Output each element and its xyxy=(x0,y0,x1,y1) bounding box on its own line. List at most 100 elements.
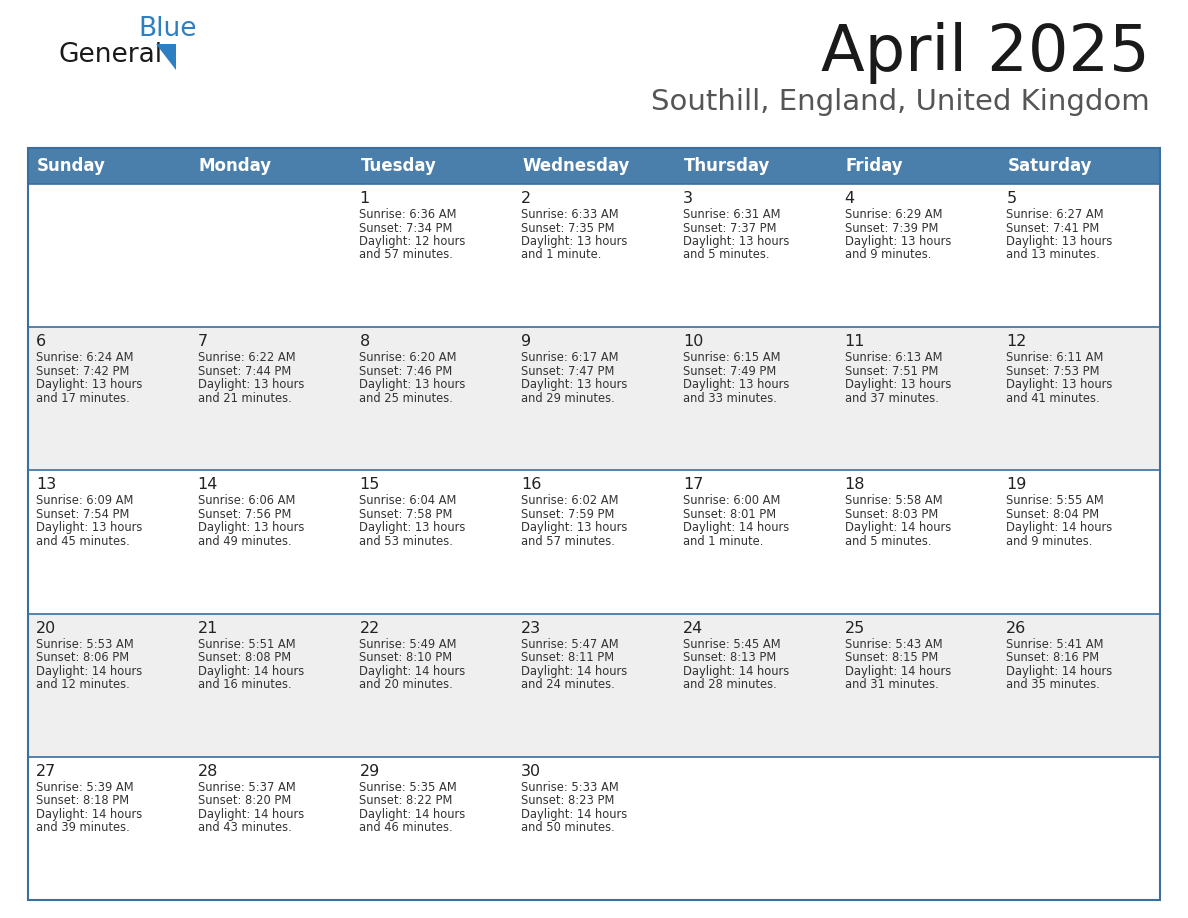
Bar xyxy=(29,327,1159,470)
Text: Daylight: 13 hours: Daylight: 13 hours xyxy=(683,235,789,248)
Text: Sunrise: 6:22 AM: Sunrise: 6:22 AM xyxy=(197,352,296,364)
Text: 5: 5 xyxy=(1006,191,1017,206)
Text: Friday: Friday xyxy=(846,157,903,175)
Text: 18: 18 xyxy=(845,477,865,492)
Text: and 31 minutes.: and 31 minutes. xyxy=(845,678,939,691)
Text: and 45 minutes.: and 45 minutes. xyxy=(36,535,129,548)
Text: Daylight: 13 hours: Daylight: 13 hours xyxy=(360,378,466,391)
Text: and 20 minutes.: and 20 minutes. xyxy=(360,678,453,691)
Text: and 21 minutes.: and 21 minutes. xyxy=(197,392,291,405)
Text: Sunset: 8:22 PM: Sunset: 8:22 PM xyxy=(360,794,453,807)
Text: Sunset: 7:34 PM: Sunset: 7:34 PM xyxy=(360,221,453,234)
Text: and 57 minutes.: and 57 minutes. xyxy=(360,249,454,262)
Text: Sunday: Sunday xyxy=(37,157,106,175)
Text: and 37 minutes.: and 37 minutes. xyxy=(845,392,939,405)
Text: Daylight: 13 hours: Daylight: 13 hours xyxy=(197,378,304,391)
Text: Sunset: 7:35 PM: Sunset: 7:35 PM xyxy=(522,221,614,234)
Text: Daylight: 14 hours: Daylight: 14 hours xyxy=(197,808,304,821)
Text: Sunset: 7:41 PM: Sunset: 7:41 PM xyxy=(1006,221,1100,234)
Text: and 33 minutes.: and 33 minutes. xyxy=(683,392,777,405)
Text: Daylight: 14 hours: Daylight: 14 hours xyxy=(845,521,950,534)
Text: Sunset: 8:16 PM: Sunset: 8:16 PM xyxy=(1006,651,1099,664)
Text: Sunset: 7:46 PM: Sunset: 7:46 PM xyxy=(360,364,453,377)
Text: and 43 minutes.: and 43 minutes. xyxy=(197,822,291,834)
Text: 4: 4 xyxy=(845,191,854,206)
Text: Daylight: 13 hours: Daylight: 13 hours xyxy=(1006,235,1113,248)
Text: Sunrise: 5:39 AM: Sunrise: 5:39 AM xyxy=(36,781,133,794)
Text: Daylight: 13 hours: Daylight: 13 hours xyxy=(197,521,304,534)
Text: Daylight: 14 hours: Daylight: 14 hours xyxy=(683,521,789,534)
Text: 14: 14 xyxy=(197,477,219,492)
Text: 13: 13 xyxy=(36,477,56,492)
Text: 10: 10 xyxy=(683,334,703,349)
Text: 23: 23 xyxy=(522,621,542,635)
Text: Sunrise: 6:13 AM: Sunrise: 6:13 AM xyxy=(845,352,942,364)
Text: Sunset: 8:06 PM: Sunset: 8:06 PM xyxy=(36,651,129,664)
Text: Daylight: 14 hours: Daylight: 14 hours xyxy=(522,808,627,821)
Text: Sunrise: 6:17 AM: Sunrise: 6:17 AM xyxy=(522,352,619,364)
Text: Daylight: 13 hours: Daylight: 13 hours xyxy=(845,235,950,248)
Text: and 28 minutes.: and 28 minutes. xyxy=(683,678,777,691)
Text: Blue: Blue xyxy=(138,16,196,42)
Text: Daylight: 13 hours: Daylight: 13 hours xyxy=(36,521,143,534)
Text: 16: 16 xyxy=(522,477,542,492)
Bar xyxy=(29,184,1159,327)
Text: and 39 minutes.: and 39 minutes. xyxy=(36,822,129,834)
Bar xyxy=(29,470,1159,613)
Text: 20: 20 xyxy=(36,621,56,635)
Text: Sunset: 8:08 PM: Sunset: 8:08 PM xyxy=(197,651,291,664)
Text: 28: 28 xyxy=(197,764,219,778)
Text: and 17 minutes.: and 17 minutes. xyxy=(36,392,129,405)
Text: Thursday: Thursday xyxy=(684,157,770,175)
Text: Sunset: 7:51 PM: Sunset: 7:51 PM xyxy=(845,364,939,377)
Text: and 57 minutes.: and 57 minutes. xyxy=(522,535,615,548)
Text: 24: 24 xyxy=(683,621,703,635)
Text: 30: 30 xyxy=(522,764,542,778)
Text: Sunset: 7:53 PM: Sunset: 7:53 PM xyxy=(1006,364,1100,377)
Text: and 25 minutes.: and 25 minutes. xyxy=(360,392,454,405)
Text: Sunset: 7:59 PM: Sunset: 7:59 PM xyxy=(522,508,614,521)
Text: Sunrise: 6:31 AM: Sunrise: 6:31 AM xyxy=(683,208,781,221)
Text: Sunrise: 5:37 AM: Sunrise: 5:37 AM xyxy=(197,781,296,794)
Text: Daylight: 14 hours: Daylight: 14 hours xyxy=(36,808,143,821)
Text: Sunset: 8:04 PM: Sunset: 8:04 PM xyxy=(1006,508,1099,521)
Text: 21: 21 xyxy=(197,621,219,635)
Text: Daylight: 14 hours: Daylight: 14 hours xyxy=(1006,665,1112,677)
Text: 11: 11 xyxy=(845,334,865,349)
Text: Sunrise: 5:41 AM: Sunrise: 5:41 AM xyxy=(1006,638,1104,651)
Text: and 5 minutes.: and 5 minutes. xyxy=(683,249,770,262)
Text: Sunset: 7:49 PM: Sunset: 7:49 PM xyxy=(683,364,776,377)
Text: Sunrise: 6:09 AM: Sunrise: 6:09 AM xyxy=(36,495,133,508)
Text: Monday: Monday xyxy=(198,157,272,175)
Text: Sunset: 8:23 PM: Sunset: 8:23 PM xyxy=(522,794,614,807)
Text: Sunset: 8:11 PM: Sunset: 8:11 PM xyxy=(522,651,614,664)
Text: General: General xyxy=(58,42,162,68)
Text: Sunrise: 6:36 AM: Sunrise: 6:36 AM xyxy=(360,208,457,221)
Text: Sunrise: 6:00 AM: Sunrise: 6:00 AM xyxy=(683,495,781,508)
Text: Sunset: 7:56 PM: Sunset: 7:56 PM xyxy=(197,508,291,521)
Text: and 1 minute.: and 1 minute. xyxy=(683,535,763,548)
Text: and 29 minutes.: and 29 minutes. xyxy=(522,392,615,405)
Text: Sunrise: 5:51 AM: Sunrise: 5:51 AM xyxy=(197,638,296,651)
Text: and 24 minutes.: and 24 minutes. xyxy=(522,678,615,691)
Text: and 1 minute.: and 1 minute. xyxy=(522,249,601,262)
Bar xyxy=(29,148,1159,900)
Text: Sunrise: 5:33 AM: Sunrise: 5:33 AM xyxy=(522,781,619,794)
Text: Sunset: 7:54 PM: Sunset: 7:54 PM xyxy=(36,508,129,521)
Text: 15: 15 xyxy=(360,477,380,492)
Text: Sunrise: 6:02 AM: Sunrise: 6:02 AM xyxy=(522,495,619,508)
Text: 29: 29 xyxy=(360,764,380,778)
Text: 27: 27 xyxy=(36,764,56,778)
Text: Daylight: 13 hours: Daylight: 13 hours xyxy=(522,235,627,248)
Text: 3: 3 xyxy=(683,191,693,206)
Text: Sunset: 8:18 PM: Sunset: 8:18 PM xyxy=(36,794,129,807)
Text: Daylight: 14 hours: Daylight: 14 hours xyxy=(845,665,950,677)
Text: Daylight: 13 hours: Daylight: 13 hours xyxy=(1006,378,1113,391)
Text: Sunset: 8:10 PM: Sunset: 8:10 PM xyxy=(360,651,453,664)
Text: Daylight: 13 hours: Daylight: 13 hours xyxy=(522,378,627,391)
Text: Sunrise: 6:11 AM: Sunrise: 6:11 AM xyxy=(1006,352,1104,364)
Text: Saturday: Saturday xyxy=(1007,157,1092,175)
Text: Daylight: 13 hours: Daylight: 13 hours xyxy=(522,521,627,534)
Text: Sunset: 8:03 PM: Sunset: 8:03 PM xyxy=(845,508,937,521)
Text: and 9 minutes.: and 9 minutes. xyxy=(845,249,931,262)
